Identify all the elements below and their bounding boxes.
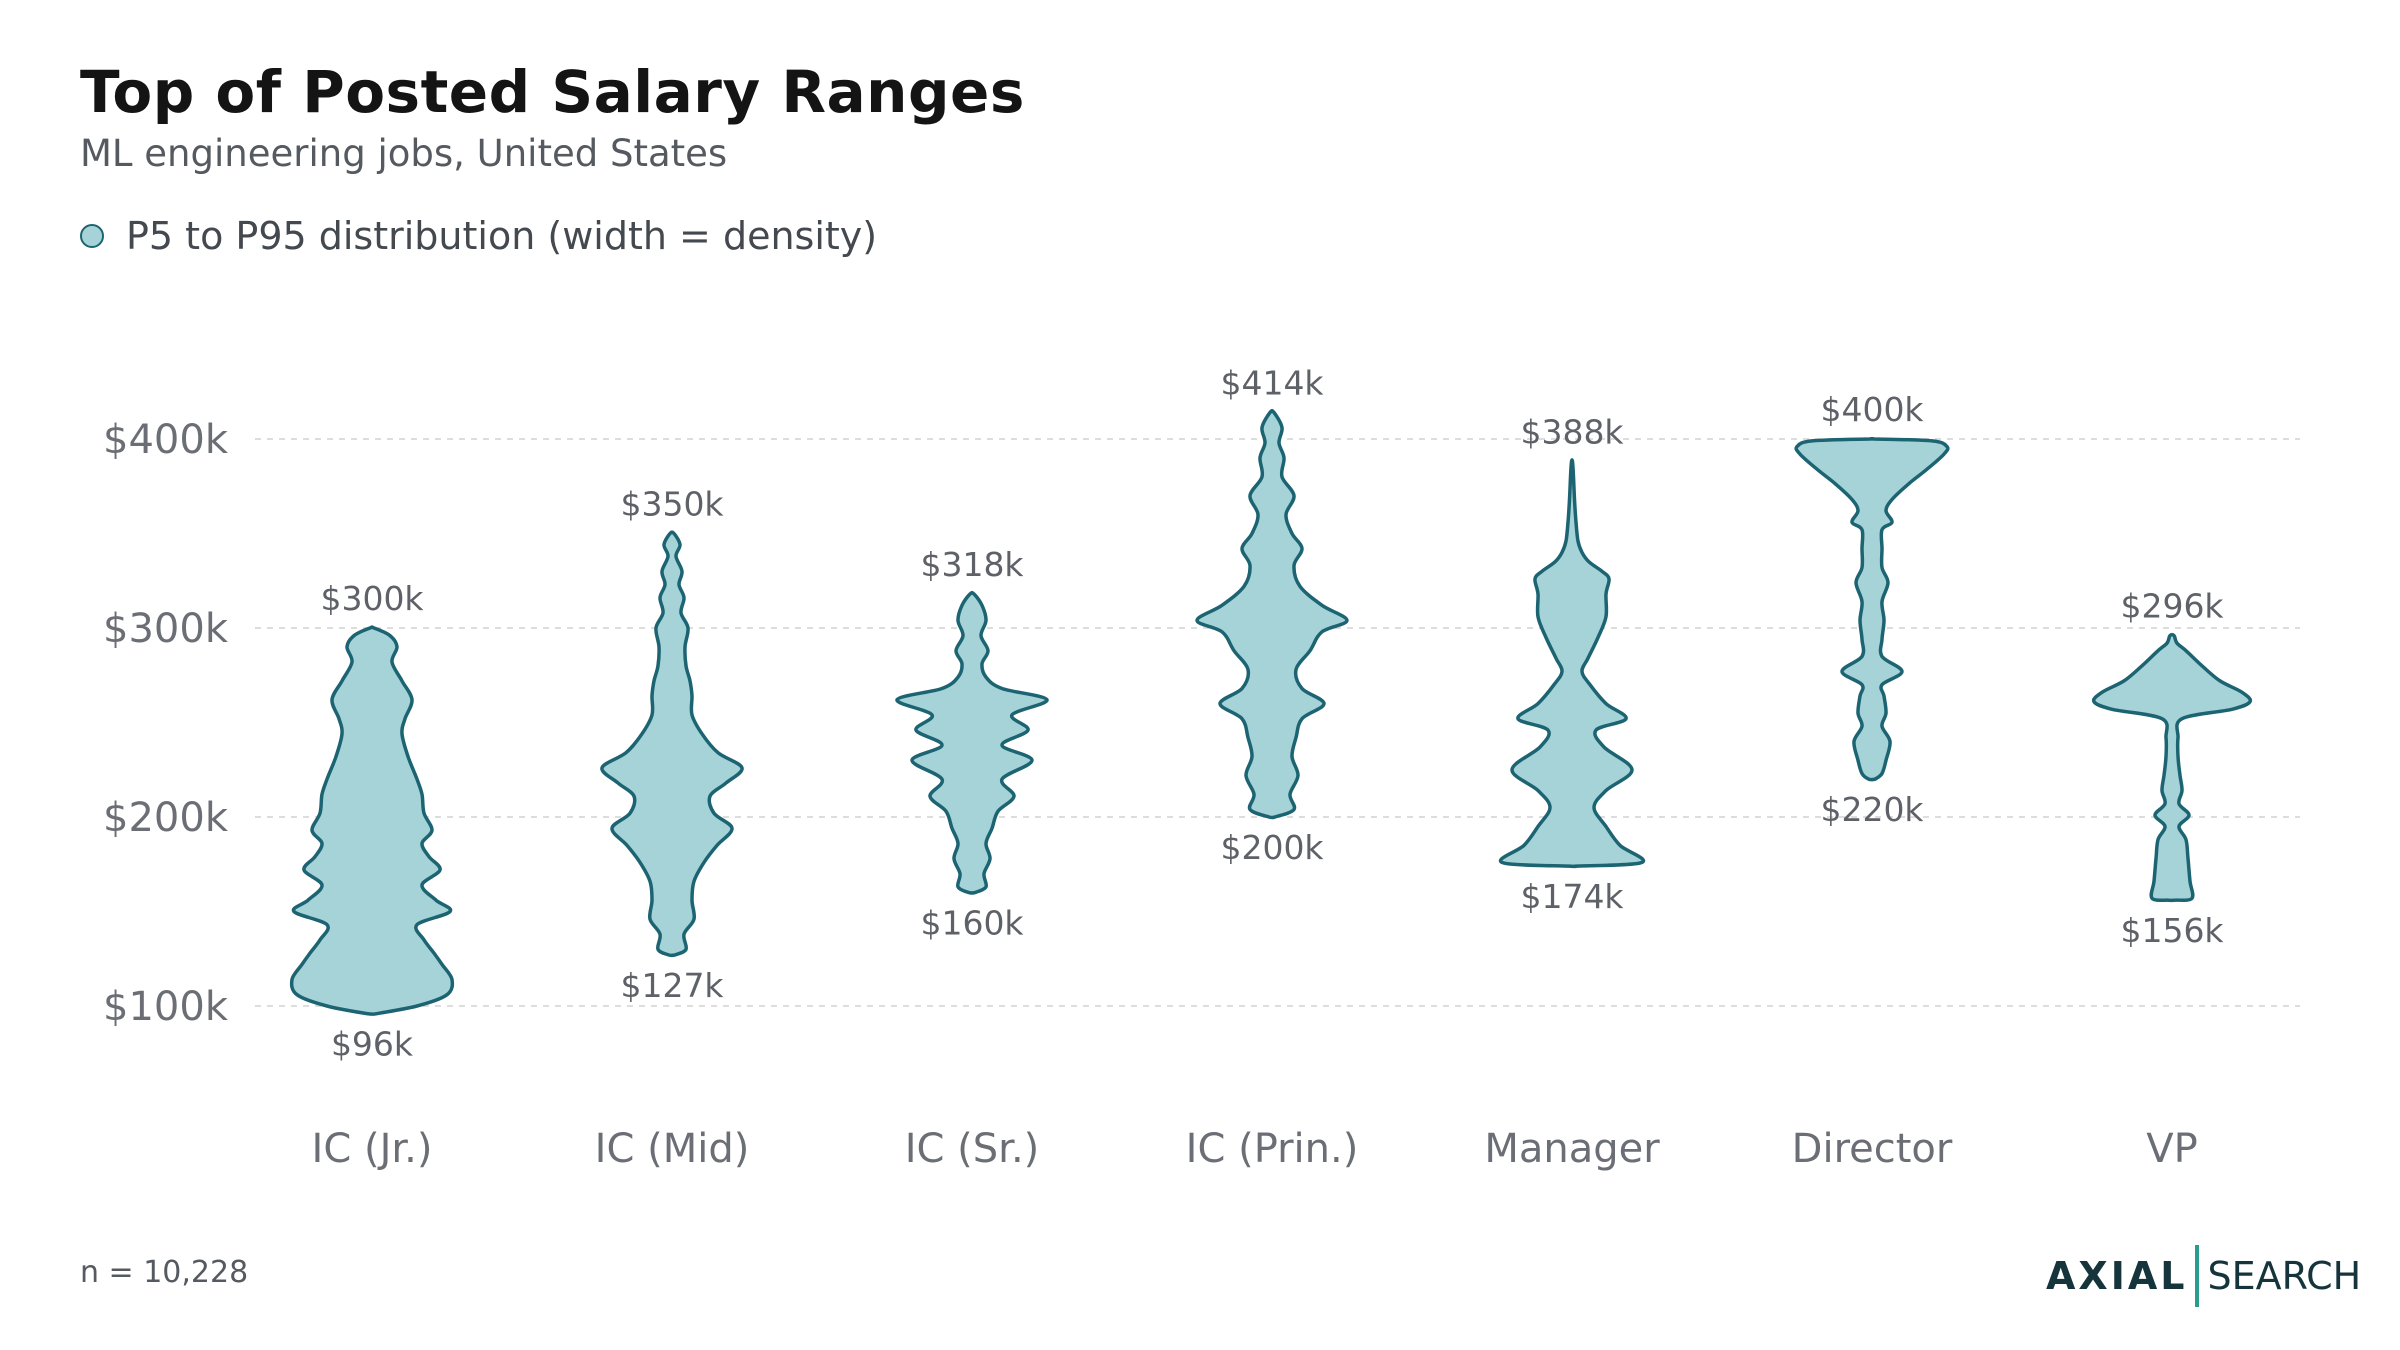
legend-swatch: [80, 224, 104, 248]
max-label-ic-jr: $300k: [320, 579, 424, 618]
x-tick-label: VP: [2146, 1126, 2197, 1172]
logo-wordmark-axial: AXIAL: [2046, 1254, 2188, 1298]
min-label-ic-sr: $160k: [920, 904, 1024, 943]
violin-ic-prin: [1195, 408, 1349, 820]
y-tick-label: $200k: [103, 795, 229, 841]
min-label-manager: $174k: [1520, 877, 1624, 916]
legend-label: P5 to P95 distribution (width = density): [126, 214, 878, 258]
max-label-manager: $388k: [1520, 413, 1624, 452]
logo-divider: [2195, 1245, 2200, 1307]
x-tick-label: IC (Mid): [595, 1126, 750, 1172]
violin-manager: [1498, 458, 1646, 869]
y-tick-label: $100k: [103, 984, 229, 1030]
y-tick-label: $300k: [103, 606, 229, 652]
min-label-ic-mid: $127k: [620, 966, 724, 1005]
max-label-ic-mid: $350k: [620, 485, 724, 524]
min-label-director: $220k: [1820, 790, 1924, 829]
max-label-vp: $296k: [2120, 587, 2224, 626]
chart-title: Top of Posted Salary Ranges: [80, 58, 1025, 126]
max-label-director: $400k: [1820, 390, 1924, 429]
x-tick-label: Director: [1792, 1126, 1953, 1172]
chart-subtitle: ML engineering jobs, United States: [80, 132, 728, 175]
logo-wordmark-search: SEARCH: [2207, 1254, 2362, 1298]
x-tick-label: IC (Jr.): [312, 1126, 433, 1172]
axial-search-logo: AXIAL SEARCH: [2046, 1245, 2361, 1307]
min-label-vp: $156k: [2120, 911, 2224, 950]
violin-ic-mid: [600, 530, 744, 958]
y-tick-label: $400k: [103, 417, 229, 463]
sample-size-footnote: n = 10,228: [80, 1255, 249, 1290]
violin-director: [1794, 437, 1950, 782]
legend: P5 to P95 distribution (width = density): [80, 214, 877, 258]
x-tick-label: Manager: [1484, 1126, 1660, 1172]
max-label-ic-sr: $318k: [920, 545, 1024, 584]
min-label-ic-prin: $200k: [1220, 828, 1324, 867]
min-label-ic-jr: $96k: [331, 1025, 414, 1064]
max-label-ic-prin: $414k: [1220, 364, 1324, 403]
x-tick-label: IC (Prin.): [1186, 1126, 1359, 1172]
violin-vp: [2091, 632, 2253, 903]
violin-ic-sr: [895, 590, 1049, 895]
violin-ic-jr: [289, 625, 455, 1016]
x-tick-label: IC (Sr.): [905, 1126, 1040, 1172]
